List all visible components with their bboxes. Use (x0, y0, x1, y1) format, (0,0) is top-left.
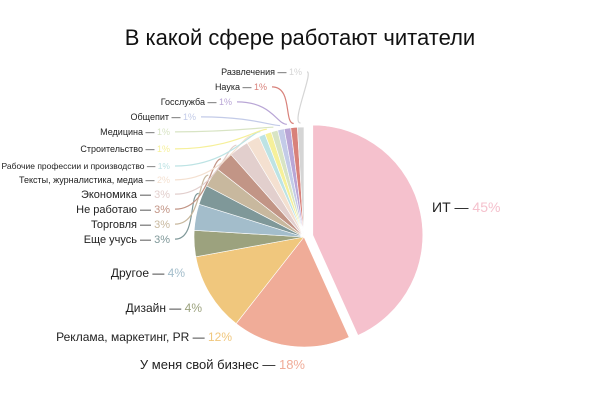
pie-slice (312, 124, 424, 336)
pie-slice (195, 236, 305, 325)
slice-label: Другое — 4% (111, 266, 185, 280)
slice-label-name: Дизайн — (126, 301, 185, 315)
slice-label: Госслужба — 1% (161, 97, 232, 107)
slice-label: Тексты, журналистика, медиа — 2% (19, 175, 170, 185)
slice-label: Общепит — 1% (130, 112, 196, 122)
slice-label: Реклама, маркетинг, PR — 12% (56, 330, 232, 344)
slice-label-value: 1% (289, 67, 302, 77)
leader-line (174, 144, 237, 195)
slice-label-name: Торговля — (91, 219, 154, 231)
slice-label-value: 1% (157, 144, 170, 154)
chart-title: В какой сфере работают читатели (125, 25, 475, 50)
leader-line (174, 128, 267, 150)
leader-line (174, 135, 252, 181)
slice-label: Наука — 1% (215, 82, 267, 92)
slice-label-name: У меня свой бизнес — (140, 357, 279, 372)
slice-label: Медицина — 1% (100, 127, 170, 137)
slice-label-value: 1% (254, 82, 267, 92)
slice-label-value: 1% (219, 97, 232, 107)
pie-slices (193, 124, 424, 348)
slice-label-name: Медицина — (100, 127, 157, 137)
slice-label: Рабочие профессии и производство — 1% (2, 161, 171, 171)
slice-label-value: 1% (183, 112, 196, 122)
slice-label-name: Еще учусь — (84, 234, 154, 246)
pie-slice (235, 236, 350, 348)
leader-line (174, 131, 261, 167)
leader-line (236, 101, 287, 125)
slice-label-value: 1% (158, 161, 171, 171)
slice-label-name: Общепит — (130, 112, 183, 122)
slice-label-value: 3% (154, 189, 170, 201)
slice-label-name: Экономика — (81, 189, 154, 201)
slice-label: Дизайн — 4% (126, 301, 203, 315)
slice-label-name: Строительство — (80, 144, 157, 154)
slice-label-name: Другое — (111, 266, 168, 280)
slice-label: Еще учусь — 3% (84, 234, 171, 246)
slice-label-value: 3% (154, 234, 170, 246)
slice-label: ИТ — 45% (432, 199, 500, 215)
slice-label-value: 12% (208, 330, 232, 344)
slice-label: Экономика — 3% (81, 189, 170, 201)
slice-label: Торговля — 3% (91, 219, 170, 231)
leader-line (297, 71, 309, 124)
slice-label-name: Госслужба — (161, 97, 219, 107)
leader-line (174, 126, 274, 133)
leader-line (174, 192, 199, 240)
slice-label-name: Рабочие профессии и производство — (2, 161, 158, 171)
slice-label-value: 45% (472, 199, 500, 215)
leader-lines (174, 71, 309, 240)
slice-label-name: Не работаю — (76, 204, 154, 216)
slice-label-value: 1% (157, 127, 170, 137)
slice-label-value: 4% (185, 301, 203, 315)
leader-line (174, 174, 209, 225)
pie-slice (297, 126, 305, 238)
slice-label-name: Развлечения — (221, 67, 289, 77)
slice-label: Развлечения — 1% (221, 67, 302, 77)
slice-label: У меня свой бизнес — 18% (140, 357, 306, 372)
slice-label-name: Реклама, маркетинг, PR — (56, 330, 208, 344)
slice-label: Строительство — 1% (80, 144, 170, 154)
slice-label-value: 18% (279, 357, 305, 372)
slice-label-value: 3% (154, 204, 170, 216)
slice-labels: ИТ — 45% У меня свой бизнес — 18% Реклама,… (2, 67, 501, 372)
leader-line (200, 116, 281, 127)
slice-label-name: Наука — (215, 82, 254, 92)
slice-label-name: Тексты, журналистика, медиа — (19, 175, 157, 185)
leader-line (271, 86, 294, 125)
slice-label-value: 2% (157, 175, 170, 185)
slice-label-value: 3% (154, 219, 170, 231)
slice-label-name: ИТ — (432, 199, 472, 215)
leader-line (174, 158, 222, 210)
slice-label-value: 4% (168, 266, 186, 280)
slice-label: Не работаю — 3% (76, 204, 170, 216)
